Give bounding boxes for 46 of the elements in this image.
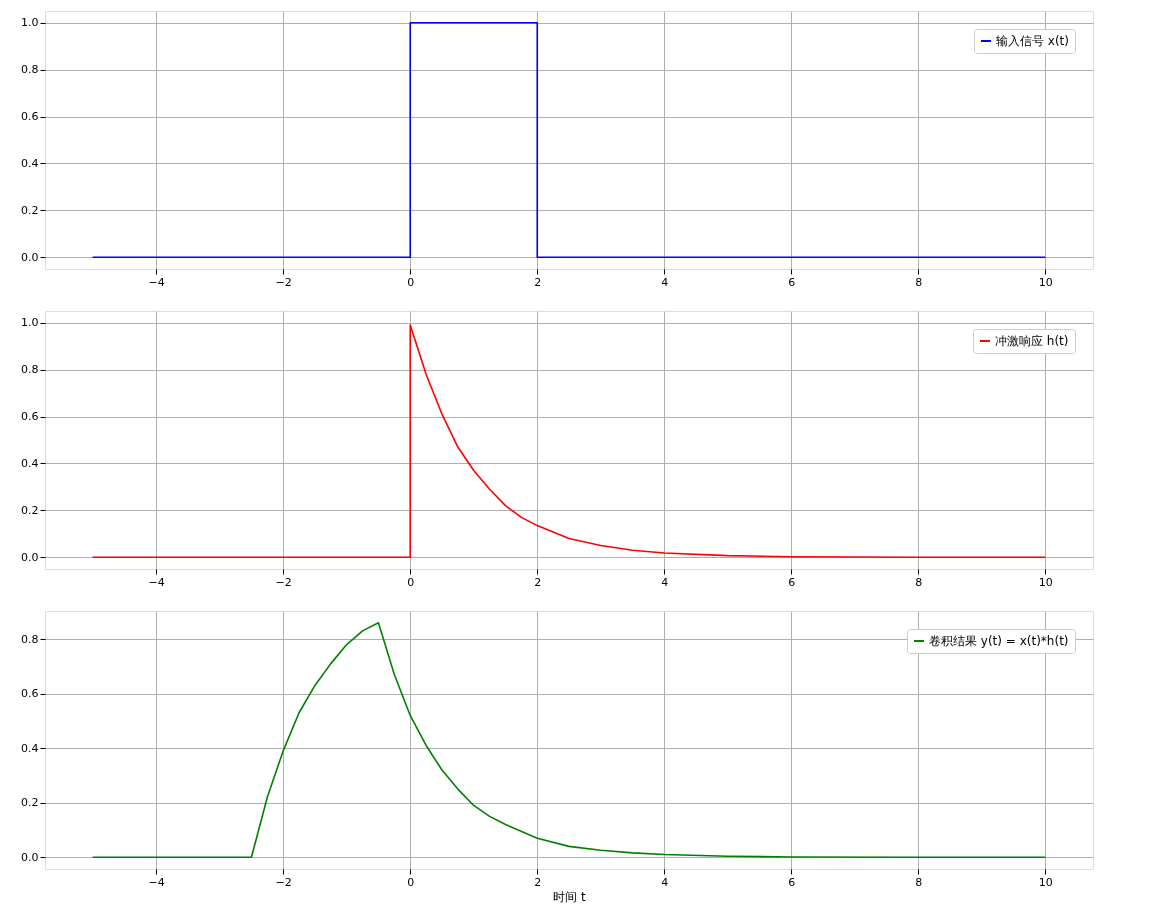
legend-label: 卷积结果 y(t) = x(t)*h(t)	[929, 634, 1069, 648]
x-tick-label: 2	[534, 575, 542, 589]
x-tick-label: −2	[275, 575, 292, 589]
y-tick-label: 1.0	[21, 16, 39, 30]
y-tick-label: 0.2	[21, 203, 39, 217]
legend-label: 冲激响应 h(t)	[995, 334, 1069, 348]
y-tick-label: 0.0	[21, 550, 39, 564]
y-tick-label: 0.8	[21, 63, 39, 77]
line-series	[91, 324, 1047, 559]
y-tick-label: 0.8	[21, 632, 39, 646]
x-tick-label: 10	[1038, 575, 1053, 589]
x-axis-title: 时间 t	[553, 889, 587, 904]
x-tick-label: −4	[148, 875, 165, 889]
x-tick-label: −2	[275, 275, 292, 289]
y-tick-label: 0.6	[21, 687, 39, 701]
y-tick-label: 0.2	[21, 796, 39, 810]
y-tick-label: 1.0	[21, 316, 39, 330]
y-tick-label: 0.6	[21, 110, 39, 124]
x-tick-label: 4	[661, 875, 669, 889]
x-tick-label: 6	[788, 575, 796, 589]
y-tick-label: 0.0	[21, 850, 39, 864]
y-tick-label: 0.6	[21, 410, 39, 424]
x-tick-label: 6	[788, 275, 796, 289]
x-tick-label: 8	[915, 575, 923, 589]
x-tick-label: 8	[915, 875, 923, 889]
x-tick-label: 2	[534, 275, 542, 289]
y-tick-label: 0.4	[21, 456, 39, 470]
x-tick-label: −4	[148, 275, 165, 289]
x-tick-label: 6	[788, 875, 796, 889]
x-tick-label: −4	[148, 575, 165, 589]
y-tick-label: 0.2	[21, 503, 39, 517]
x-tick-label: 0	[407, 875, 415, 889]
x-tick-label: 10	[1038, 275, 1053, 289]
x-tick-label: 0	[407, 275, 415, 289]
x-tick-label: 8	[915, 275, 923, 289]
y-tick-label: 0.4	[21, 741, 39, 755]
x-tick-label: 10	[1038, 875, 1053, 889]
x-tick-label: 2	[534, 875, 542, 889]
legend-label: 输入信号 x(t)	[996, 34, 1069, 48]
x-tick-label: 0	[407, 575, 415, 589]
y-tick-label: 0.8	[21, 363, 39, 377]
x-tick-label: 4	[661, 275, 669, 289]
y-tick-label: 0.4	[21, 156, 39, 170]
x-tick-label: 4	[661, 575, 669, 589]
x-tick-label: −2	[275, 875, 292, 889]
y-tick-label: 0.0	[21, 250, 39, 264]
